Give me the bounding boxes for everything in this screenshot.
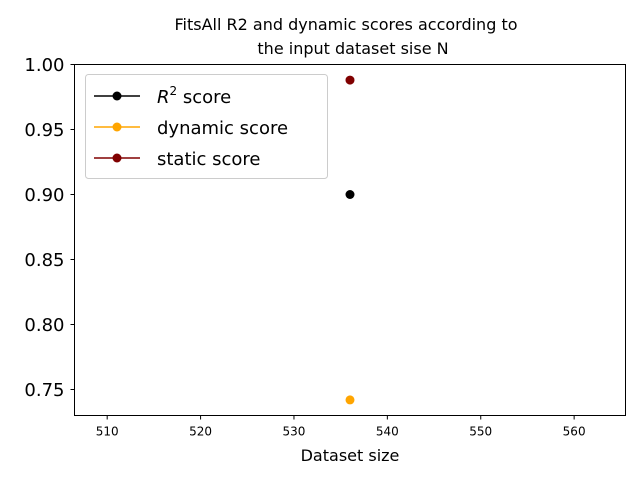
legend-item-dynamic-score: dynamic score <box>94 118 288 139</box>
data-points <box>345 75 355 405</box>
x-tick-label: 550 <box>469 425 492 439</box>
y-tick-label: 0.90 <box>24 185 64 206</box>
legend-marker-static <box>112 153 122 163</box>
y-tick-label: 0.80 <box>24 315 64 336</box>
chart-title-line1: FitsAll R2 and dynamic scores according … <box>174 15 517 34</box>
legend-label-r2-suffix: score <box>177 87 231 108</box>
x-tick-label: 540 <box>376 425 399 439</box>
legend-item-static-score: static score <box>94 149 261 170</box>
y-tick-label: 0.95 <box>24 120 64 141</box>
x-tick-label: 530 <box>283 425 306 439</box>
chart-title-line2: the input dataset sise N <box>257 39 448 58</box>
y-axis-ticks: 0.75 0.80 0.85 0.90 0.95 1.00 <box>24 55 75 401</box>
legend-label-r2-sup: 2 <box>170 84 178 98</box>
y-tick-label: 0.75 <box>24 380 64 401</box>
legend-label-r2: R2 score <box>157 84 231 108</box>
data-point-series-0 <box>345 190 355 199</box>
y-tick-label: 0.85 <box>24 250 64 271</box>
legend-label-dynamic: dynamic score <box>157 118 288 139</box>
legend-marker-r2 <box>112 91 122 101</box>
legend-frame <box>85 74 328 179</box>
legend-label-r2-prefix: R <box>157 87 170 108</box>
legend-item-r2-score: R2 score <box>94 84 231 108</box>
legend-label-static: static score <box>157 149 261 170</box>
y-tick-label: 1.00 <box>24 55 64 76</box>
x-tick-label: 510 <box>96 425 119 439</box>
x-tick-label: 560 <box>563 425 586 439</box>
x-axis-ticks: 510 520 530 540 550 560 <box>96 415 586 439</box>
legend-marker-dynamic <box>112 122 122 132</box>
legend: R2 score dynamic score static score <box>85 74 328 179</box>
x-tick-label: 520 <box>189 425 212 439</box>
x-axis-label: Dataset size <box>301 446 400 465</box>
data-point-series-2 <box>345 75 355 85</box>
data-point-series-1 <box>345 395 355 405</box>
